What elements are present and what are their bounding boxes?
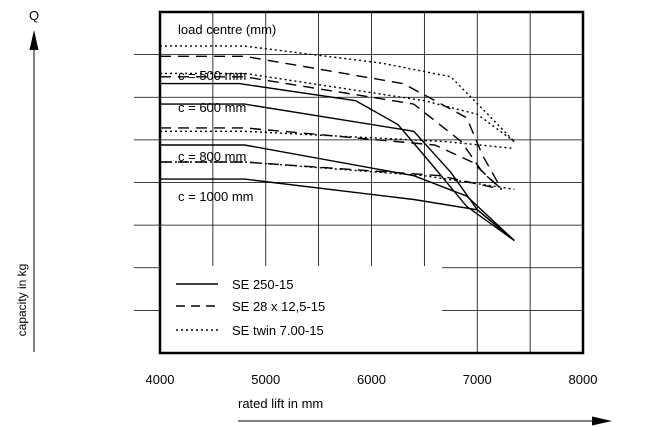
legend-label-dashed: SE 28 x 12,5-15	[232, 299, 325, 314]
series-dotted-800-line	[160, 130, 515, 150]
x-axis-label: rated lift in mm	[238, 396, 323, 411]
x-tick-label: 5000	[251, 372, 280, 387]
series-dashed-500-line	[160, 55, 503, 190]
series-dotted-1000-line	[160, 161, 515, 190]
load-centre-heading: load centre (mm)	[178, 22, 276, 37]
x-axis-arrow-head	[592, 416, 612, 426]
load-centre-label-500: c = 500 mm	[178, 68, 246, 83]
legend-label-solid: SE 250-15	[232, 277, 293, 292]
legend: SE 250-15 SE 28 x 12,5-15 SE twin 7.00-1…	[162, 266, 442, 350]
grid-lines	[134, 12, 583, 353]
load-centre-label-600: c = 600 mm	[178, 100, 246, 115]
series-layer	[160, 45, 515, 242]
y-axis-label: capacity in kg	[15, 264, 29, 337]
x-tick-label: 8000	[569, 372, 598, 387]
series-dashed-1000-line	[160, 161, 502, 190]
y-axis-symbol: Q	[29, 8, 39, 23]
series-solid-1000-line	[160, 178, 515, 242]
x-tick-label: 6000	[357, 372, 386, 387]
load-centre-label-1000: c = 1000 mm	[178, 189, 254, 204]
x-tick-label: 4000	[146, 372, 175, 387]
x-tick-labels: 4000 5000 6000 7000 8000	[146, 372, 598, 387]
y-axis-arrow-head	[29, 30, 39, 50]
series-dotted-600-line	[160, 72, 515, 143]
legend-box	[162, 266, 442, 350]
x-tick-label: 7000	[463, 372, 492, 387]
legend-label-dotted: SE twin 7.00-15	[232, 323, 324, 338]
load-centre-label-800: c = 800 mm	[178, 149, 246, 164]
plot-frame	[158, 10, 585, 355]
series-solid-500-line	[160, 82, 515, 242]
series-dashed-800-line	[160, 127, 503, 190]
series-dotted-500-line	[160, 45, 515, 143]
series-solid-800-line	[160, 144, 515, 242]
